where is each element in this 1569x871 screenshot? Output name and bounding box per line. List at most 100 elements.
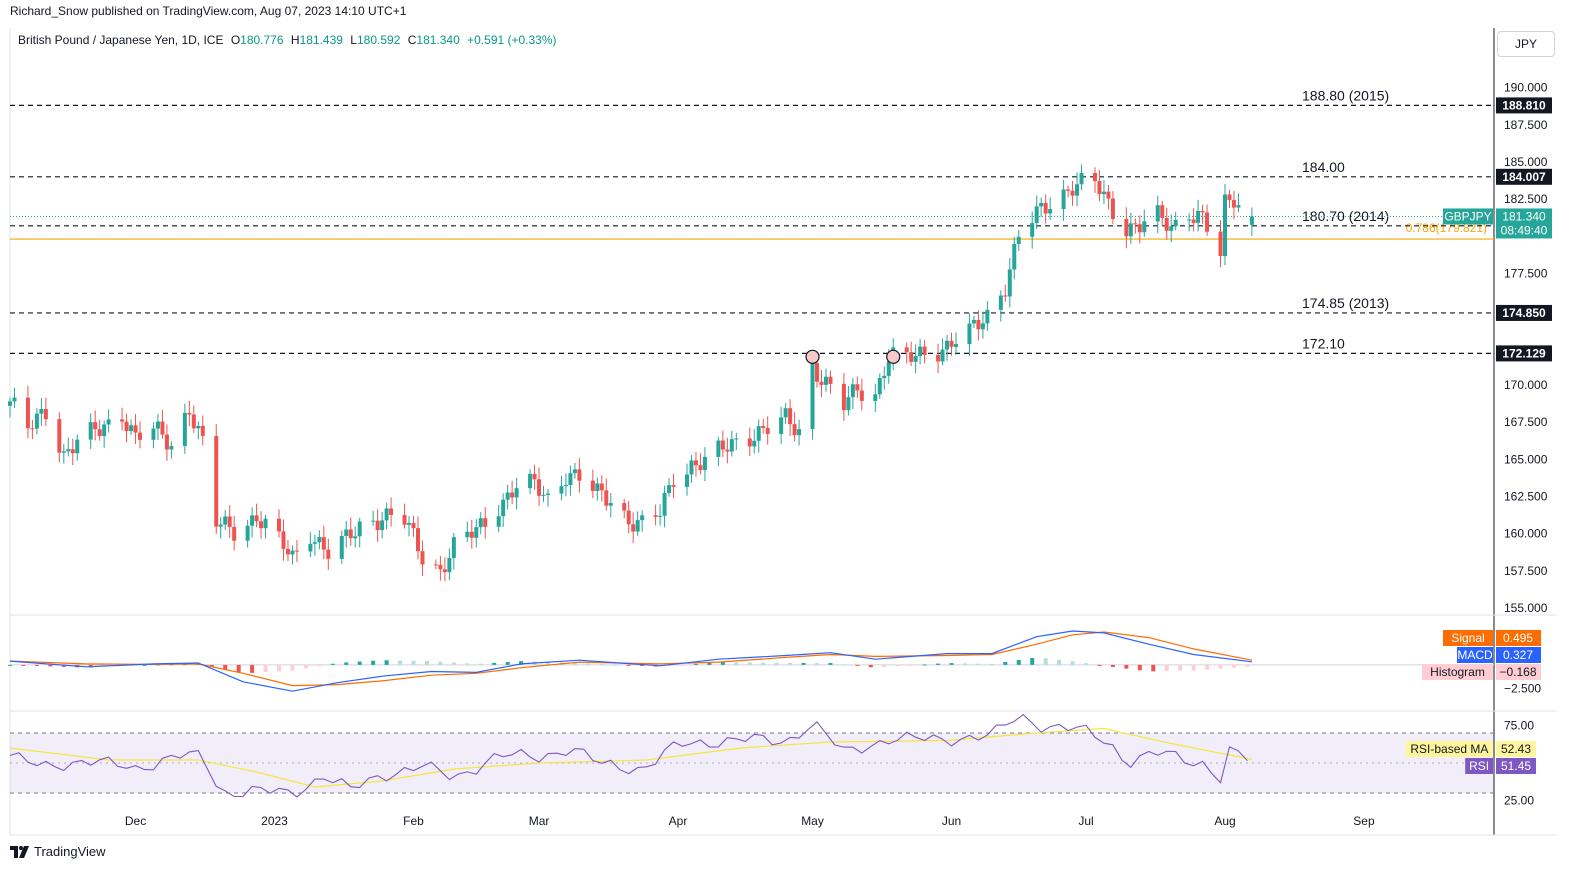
symbol-info: British Pound / Japanese Yen, 1D, ICE O1… [18, 33, 557, 47]
candle-body [1003, 295, 1008, 297]
candle-body [792, 424, 797, 436]
macd-histogram-bar [922, 664, 927, 666]
candle-body [420, 551, 425, 565]
candle-body [407, 522, 412, 525]
candle-body [223, 516, 228, 525]
candle-body [326, 549, 331, 559]
candle-body [563, 485, 568, 487]
candle-body [447, 557, 452, 573]
symbol-description: British Pound / Japanese Yen, 1D, ICE [18, 33, 224, 47]
macd-histogram-bar [8, 664, 12, 666]
candle-body [886, 361, 891, 376]
candle-body [75, 439, 80, 454]
candle-body [1110, 198, 1115, 219]
macd-histogram-bar [1084, 663, 1089, 665]
candle-body [187, 412, 192, 415]
candle-body [823, 376, 828, 385]
currency-button[interactable]: JPY [1497, 31, 1555, 57]
candle-body [88, 422, 93, 440]
candle-body [537, 479, 542, 496]
candle-body [882, 375, 887, 379]
candle-body [765, 427, 770, 434]
candle-body [846, 397, 851, 411]
candle-body [940, 349, 945, 362]
candle-body [182, 412, 187, 446]
price-tick-label: 165.000 [1504, 452, 1548, 466]
candle-body [8, 401, 12, 406]
price-tick-label: 157.500 [1504, 564, 1548, 578]
macd-histogram-bar [586, 663, 591, 665]
price-tick-label: 185.000 [1504, 155, 1548, 169]
candle-body [734, 438, 739, 440]
time-tick-label: Sep [1353, 814, 1375, 828]
candle-body [936, 354, 941, 362]
candle-body [411, 522, 416, 529]
candle-body [976, 319, 981, 330]
level-price-tag-text: 172.129 [1502, 346, 1546, 360]
rsi-value-text: 51.45 [1501, 759, 1531, 773]
touch-marker [805, 349, 820, 364]
candle-body [1187, 219, 1192, 221]
macd-histogram-bar [761, 662, 766, 665]
candle-body [120, 419, 125, 422]
candle-body [102, 424, 107, 437]
macd-histogram-bar [1070, 661, 1075, 665]
candle-body [1155, 205, 1160, 222]
candle-body [281, 531, 286, 549]
macd-histogram-bar [1124, 664, 1129, 669]
macd-legend-name-badge [1457, 647, 1493, 663]
candle-body [725, 449, 730, 452]
candle-body [1101, 191, 1106, 195]
macd-histogram-bar [250, 664, 255, 673]
price-tick-label: 167.500 [1504, 415, 1548, 429]
candle-body [590, 480, 595, 491]
candle-body [66, 449, 71, 452]
candle-body [626, 510, 631, 525]
candle-body [1097, 181, 1102, 195]
macd-histogram-bar [599, 664, 604, 666]
candle-body [873, 394, 878, 401]
candle-body [191, 414, 196, 429]
fib-level-label: 0.786(179.821) [1406, 221, 1487, 235]
candle-body [93, 422, 98, 430]
candle-body [169, 445, 174, 450]
macd-histogram-bar [478, 663, 483, 665]
macd-histogram-bar [693, 663, 698, 665]
candle-body [501, 499, 506, 517]
macd-histogram-bar [290, 664, 295, 671]
candle-body [1218, 231, 1223, 257]
price-tick-label: 170.000 [1504, 378, 1548, 392]
macd-histogram-bar [989, 663, 994, 665]
candle-body [1048, 209, 1053, 214]
candle-body [1222, 194, 1227, 257]
high-value: 181.439 [299, 33, 343, 47]
candle-body [1007, 269, 1012, 297]
candle-body [595, 483, 600, 491]
candle-body [129, 425, 134, 432]
macd-histogram-bar [1164, 664, 1169, 672]
candle-body [850, 384, 855, 398]
candle-body [442, 569, 447, 573]
rsi-legend-name-badge [1465, 758, 1493, 774]
macd-histogram-bar [384, 660, 389, 665]
candle-body [1200, 210, 1205, 213]
candle-body [572, 469, 577, 474]
candle-body [599, 483, 604, 491]
candle-body [30, 428, 35, 430]
candle-body [1164, 217, 1169, 231]
tradingview-logo[interactable]: TradingView [10, 844, 106, 859]
candle-body [671, 485, 676, 487]
last-price-tag-text: 181.340 [1502, 209, 1546, 223]
macd-histogram-bar [1205, 664, 1210, 670]
macd-histogram-bar [626, 664, 631, 666]
macd-value-tag [1496, 647, 1541, 663]
last-price-tag [1496, 208, 1552, 239]
candle-body [1169, 226, 1174, 231]
macd-pane: 2.500−2.500Signal0.495MACD0.327Histogram… [8, 630, 1541, 695]
candle-body [841, 383, 846, 411]
macd-histogram-bar [438, 661, 443, 665]
macd-legend-name: MACD [1457, 648, 1493, 662]
macd-value-tag [1496, 664, 1541, 680]
candle-body [904, 347, 909, 353]
